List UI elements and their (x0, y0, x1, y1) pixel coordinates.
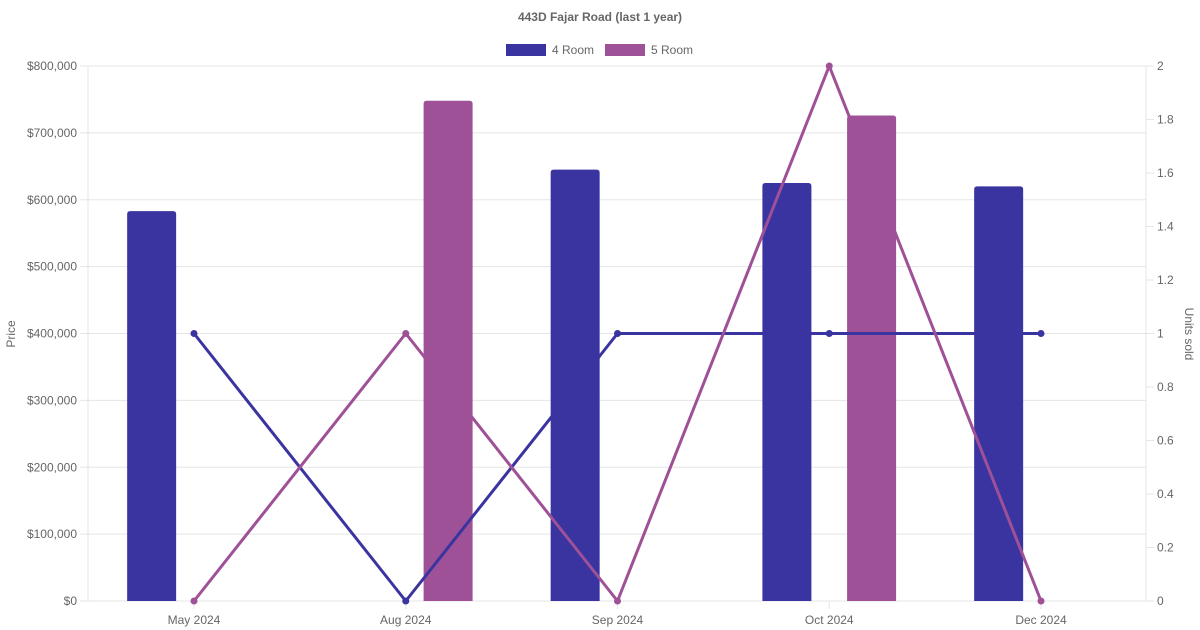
point-5-room (614, 597, 621, 605)
legend-item-5-room[interactable]: 5 Room (605, 43, 693, 57)
point-4-room (614, 330, 621, 337)
right-tick-label: 0.8 (1157, 380, 1174, 394)
right-tick-label: 0.6 (1157, 434, 1174, 448)
left-axis-ticks: $0 $100,000 $200,000 $300,000 $400,000 $500,0… (27, 59, 77, 608)
legend-label-4-room: 4 Room (552, 43, 594, 57)
x-axis-ticks: May 2024 Aug 2024 Sep 2024 Oct 2024 Dec 2024 (168, 613, 1067, 627)
point-5-room (825, 62, 833, 70)
point-4-room (825, 330, 833, 337)
unit-lines (190, 62, 1045, 605)
point-5-room (402, 330, 410, 337)
point-4-room (402, 597, 410, 605)
left-tick-label: $400,000 (27, 327, 77, 341)
legend-item-4-room[interactable]: 4 Room (506, 43, 594, 57)
right-tick-label: 1 (1157, 327, 1164, 341)
x-tick-label: Sep 2024 (592, 613, 644, 627)
bar-4-room (762, 183, 812, 601)
x-tick-label: Oct 2024 (805, 613, 854, 627)
left-tick-label: $700,000 (27, 126, 77, 140)
right-tick-label: 2 (1157, 59, 1164, 73)
bars (127, 100, 1024, 602)
left-tick-label: $600,000 (27, 193, 77, 207)
x-tick-label: May 2024 (168, 613, 221, 627)
right-tick-label: 0 (1157, 594, 1164, 608)
right-tick-label: 1.4 (1157, 220, 1174, 234)
right-tick-label: 1.2 (1157, 273, 1174, 287)
bar-4-room (974, 186, 1024, 601)
bar-5-room (423, 100, 473, 602)
right-tick-label: 0.2 (1157, 541, 1174, 555)
right-tick-label: 0.4 (1157, 487, 1174, 501)
x-tick-label: Dec 2024 (1015, 613, 1067, 627)
right-tick-label: 1.8 (1157, 113, 1174, 127)
x-tick-label: Aug 2024 (380, 613, 432, 627)
chart-title: 443D Fajar Road (last 1 year) (518, 10, 682, 24)
legend-swatch-4-room (506, 44, 546, 56)
right-tick-label: 1.6 (1157, 166, 1174, 180)
bar-4-room (127, 211, 177, 601)
right-axis-ticks: 0 0.2 0.4 0.6 0.8 1 1.2 1.4 1.6 1.8 2 (1157, 59, 1174, 608)
bar-5-room (847, 115, 897, 602)
left-tick-label: $100,000 (27, 527, 77, 541)
point-5-room (190, 597, 198, 605)
point-4-room (190, 330, 198, 337)
legend-label-5-room: 5 Room (651, 43, 693, 57)
left-tick-label: $800,000 (27, 59, 77, 73)
point-4-room (1037, 330, 1045, 337)
left-tick-label: $200,000 (27, 460, 77, 474)
legend: 4 Room 5 Room (506, 43, 693, 57)
left-tick-label: $300,000 (27, 393, 77, 407)
point-5-room (1037, 597, 1045, 605)
left-axis-label: Price (4, 320, 18, 348)
right-axis-label: Units sold (1182, 308, 1196, 361)
legend-swatch-5-room (605, 44, 645, 56)
left-tick-label: $0 (64, 594, 78, 608)
gridlines (80, 65, 1154, 609)
left-tick-label: $500,000 (27, 260, 77, 274)
